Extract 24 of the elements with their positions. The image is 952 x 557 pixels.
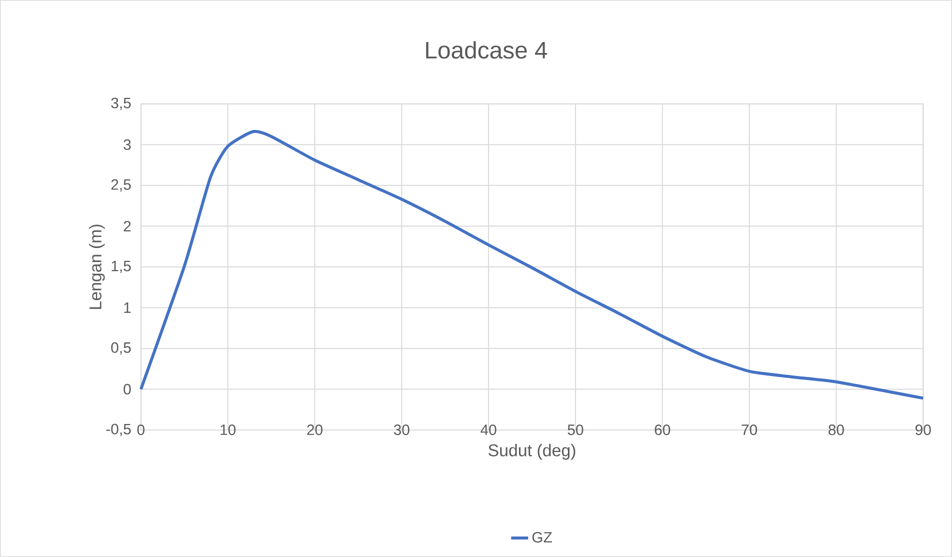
x-tick-label: 0 — [137, 424, 144, 436]
x-axis-title: Sudut (deg) — [488, 444, 576, 460]
x-tick-label: 40 — [480, 424, 496, 436]
x-tick-label: 70 — [742, 424, 758, 436]
x-tick-label: 10 — [220, 424, 236, 436]
y-tick-label: -0,5 — [106, 424, 131, 436]
y-axis-title: Lengan (m) — [89, 224, 105, 309]
x-tick-label: 60 — [654, 424, 670, 436]
x-tick-label: 50 — [568, 424, 584, 436]
y-tick-label: 3 — [124, 139, 131, 150]
y-tick-label: 3,5 — [111, 98, 131, 110]
x-tick-label: 80 — [828, 424, 844, 436]
x-tick-label: 20 — [307, 424, 322, 436]
x-tick-label: 30 — [394, 424, 410, 436]
chart-title: Loadcase 4 — [426, 41, 548, 59]
line-series — [139, 130, 925, 400]
legend-label: GZ — [532, 532, 552, 543]
y-tick-label: 2 — [124, 221, 131, 232]
y-tick-label: 1,5 — [112, 260, 131, 274]
y-tick-label: 1 — [124, 302, 131, 313]
y-tick-label: 0 — [124, 384, 131, 395]
y-tick-label: 0,5 — [111, 342, 131, 355]
y-tick-label: 2,5 — [111, 179, 131, 192]
x-tick-label: 90 — [916, 424, 931, 436]
